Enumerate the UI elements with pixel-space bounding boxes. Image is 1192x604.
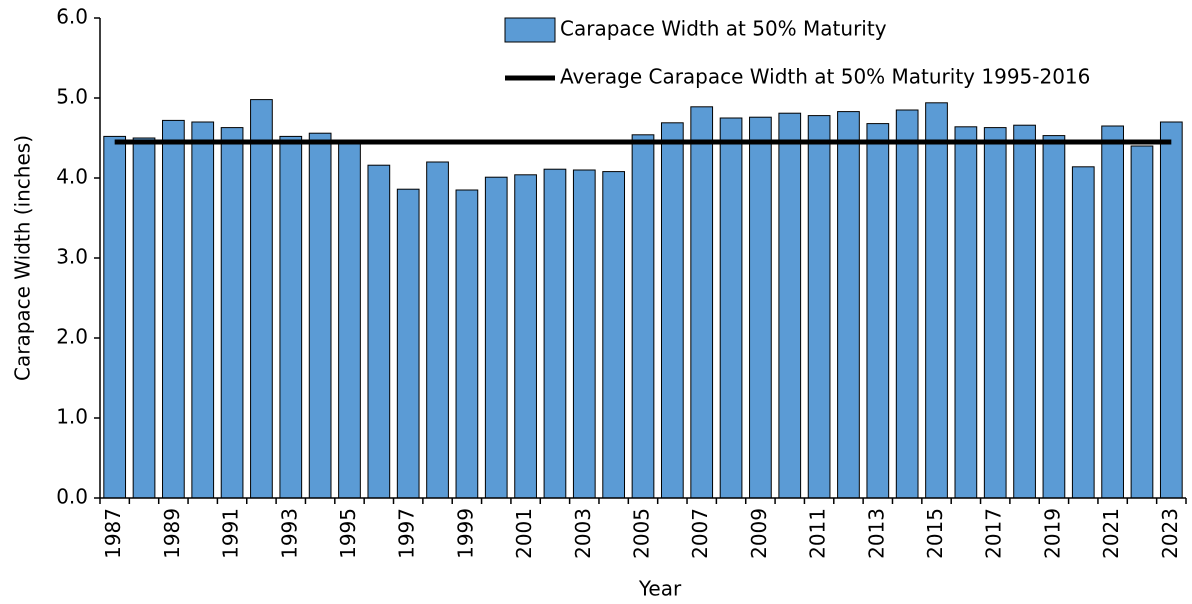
bar (572, 169, 596, 499)
bar (1013, 124, 1036, 499)
bar (162, 119, 185, 499)
bar (807, 115, 831, 499)
bar (455, 189, 479, 499)
x-tick-label: 2021 (1099, 508, 1123, 559)
bar (837, 111, 860, 499)
bar (690, 106, 714, 499)
bar (719, 117, 743, 499)
bar (367, 164, 391, 499)
bar (631, 134, 655, 499)
bar (220, 127, 244, 499)
y-tick-label: 1.0 (56, 405, 88, 429)
x-tick-label: 2001 (512, 508, 536, 559)
bar (308, 132, 332, 499)
x-tick-label: 2013 (864, 508, 888, 559)
y-tick-label: 6.0 (56, 5, 88, 29)
bar (778, 112, 802, 499)
bar (1130, 145, 1154, 499)
y-tick-label: 3.0 (56, 245, 88, 269)
bar (396, 188, 420, 499)
bar (338, 142, 361, 499)
legend-label: Average Carapace Width at 50% Maturity 1… (560, 65, 1090, 89)
x-tick-label: 1991 (219, 508, 243, 559)
bar (602, 171, 626, 499)
x-tick-label: 2011 (806, 508, 830, 559)
bar (866, 123, 890, 499)
bar (1042, 135, 1066, 499)
x-tick-label: 2009 (747, 508, 771, 559)
x-tick-label: 1989 (160, 508, 184, 559)
bar (1071, 166, 1095, 499)
x-tick-label: 1999 (453, 508, 477, 559)
y-tick-label: 2.0 (56, 325, 88, 349)
bar (103, 135, 127, 499)
legend-swatch (504, 17, 556, 43)
x-tick-label: 2023 (1158, 508, 1182, 559)
x-tick-label: 2005 (630, 508, 654, 559)
y-tick-label: 0.0 (56, 485, 88, 509)
y-axis-label: Carapace Width (inches) (11, 135, 35, 381)
x-tick-label: 2003 (571, 508, 595, 559)
bar (925, 102, 948, 499)
x-tick-label: 1997 (395, 508, 419, 559)
bar (191, 121, 215, 499)
y-tick-label: 4.0 (56, 165, 88, 189)
bar (749, 116, 772, 499)
bar (484, 176, 508, 499)
bar (250, 99, 273, 499)
x-tick-label: 1993 (277, 508, 301, 559)
bar (660, 122, 684, 499)
bar (279, 135, 303, 499)
y-tick-label: 5.0 (56, 85, 88, 109)
bar (132, 137, 156, 499)
bar (543, 168, 567, 499)
x-tick-label: 2017 (982, 508, 1006, 559)
x-tick-label: 1995 (336, 508, 360, 559)
bar (1101, 125, 1124, 499)
bar (954, 126, 978, 499)
bar (895, 109, 919, 499)
bar (426, 161, 449, 499)
x-tick-label: 2015 (923, 508, 947, 559)
x-axis-label: Year (638, 577, 682, 601)
bar (1159, 121, 1183, 499)
x-tick-label: 2007 (688, 508, 712, 559)
legend-label: Carapace Width at 50% Maturity (560, 17, 887, 41)
bar (983, 127, 1007, 499)
x-tick-label: 1987 (101, 508, 125, 559)
x-tick-label: 2019 (1040, 508, 1064, 559)
bar (514, 174, 537, 499)
